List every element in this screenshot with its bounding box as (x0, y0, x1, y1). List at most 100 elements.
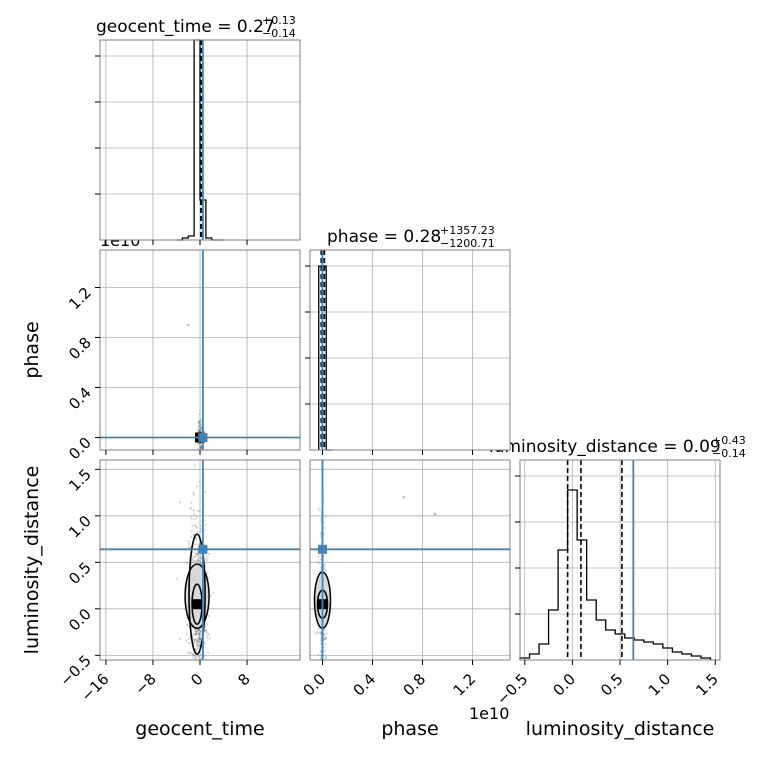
scatter-point (317, 653, 320, 656)
scatter-point (323, 564, 326, 567)
scatter-point (318, 509, 322, 512)
scatter-point (199, 442, 202, 445)
ytick-label-geocent-lumdist-4: 1.5 (65, 465, 95, 495)
scatter-point (196, 632, 199, 635)
scatter-point (187, 637, 190, 641)
panels-group: −0.5 0.0 0.5 1.0 1.50.00.40.81.2−16 −8 0 8−0.50… (56, 39, 722, 709)
density-contour-geocent-lumdist-1 (188, 533, 206, 655)
scatter-point (198, 654, 201, 657)
scatter-point (195, 485, 198, 488)
truth-marker-phase-lumdist (318, 544, 327, 554)
scatter-point (187, 542, 191, 545)
title-luminosity-distance: luminosity_distance = 0.09 (489, 437, 721, 457)
scatter-point (204, 565, 207, 568)
panel-frame-phase-lumdist (309, 459, 511, 661)
scatter-point (197, 629, 200, 632)
scatter-point (189, 651, 193, 655)
scatter-point (175, 577, 179, 580)
scatter-point (197, 635, 201, 638)
scatter-point (195, 515, 199, 518)
scatter-point (200, 524, 203, 527)
scatter-point (198, 509, 201, 512)
scatter-point (195, 655, 198, 658)
scatter-point (196, 629, 199, 632)
scatter-point (203, 655, 206, 658)
scatter-point (194, 518, 197, 521)
scatter-point (194, 543, 197, 546)
scatter-point (197, 655, 200, 658)
ytick-label-geocent-lumdist-3: 1.0 (65, 512, 95, 542)
scatter-point (197, 633, 200, 636)
scatter-point (197, 637, 201, 640)
scatter-point (194, 633, 197, 636)
scatter-point (198, 444, 201, 447)
scatter-point (189, 516, 192, 519)
scatter-point (323, 634, 326, 638)
scatter-point (207, 632, 210, 636)
scatter-point (194, 656, 197, 660)
scatter-point (319, 650, 323, 653)
truth-marker-geocent-lumdist (198, 544, 208, 554)
scatter-point (206, 634, 209, 637)
scatter-point (195, 631, 198, 634)
scatter-point (193, 464, 196, 467)
scatter-point (185, 624, 188, 627)
scatter-point (178, 637, 181, 640)
scatter-point (195, 630, 198, 633)
scatter-point (204, 628, 207, 631)
xtick-label-phase-lumdist-3: 1.2 (450, 670, 480, 700)
scatter-point (199, 556, 202, 560)
scatter-point (192, 638, 196, 641)
scatter-point (205, 631, 208, 634)
ytick-label-geocent-phase-2: 0.8 (65, 334, 95, 364)
xlabel-geocent-time: geocent_time (135, 718, 264, 740)
scatter-point (187, 539, 190, 543)
scatter-point (199, 445, 203, 448)
ytick-label-geocent-phase-1: 0.4 (65, 384, 95, 414)
scatter-point (319, 654, 323, 657)
scatter-point (194, 552, 198, 555)
title-phase-sup: +1357.23 (440, 224, 495, 237)
xlabel-luminosity-distance: luminosity_distance (526, 718, 715, 740)
scatter-point (324, 628, 327, 631)
xtick-label-luminosity-distance-hist-4: 1.5 (692, 670, 722, 700)
scatter-point (198, 643, 201, 647)
phase-x-offset: 1e10 (469, 704, 509, 723)
xtick-label-geocent-lumdist-2: 0 (187, 670, 206, 689)
scatter-point (193, 639, 197, 642)
scatter-point (193, 642, 196, 645)
scatter-point (200, 561, 203, 564)
xtick-label-phase-lumdist-0: 0.0 (300, 670, 330, 700)
scatter-point (319, 535, 322, 538)
scatter-point (196, 443, 199, 446)
scatter-point (195, 641, 198, 644)
scatter-point (192, 640, 196, 643)
scatter-point (314, 632, 317, 635)
scatter-point (198, 420, 201, 423)
scatter-point (325, 656, 328, 660)
scatter-point (199, 424, 202, 427)
scatter-point (197, 628, 200, 631)
scatter-point (324, 637, 327, 641)
scatter-point (324, 515, 327, 518)
scatter-point (185, 633, 188, 636)
scatter-point (323, 637, 326, 640)
scatter-point (190, 535, 193, 539)
scatter-point (198, 629, 201, 632)
scatter-point (316, 631, 319, 634)
scatter-point (196, 630, 199, 633)
histogram-step-luminosity-distance (519, 489, 712, 660)
scatter-point (187, 651, 190, 654)
scatter-point (324, 655, 327, 658)
scatter-point (188, 546, 191, 549)
scatter-point (195, 648, 198, 651)
scatter-point (319, 657, 322, 660)
scatter-point (319, 562, 322, 565)
scatter-point (198, 632, 201, 635)
scatter-point (197, 556, 200, 559)
scatter-outlier-geocent-phase-0 (186, 323, 190, 327)
xtick-label-phase-lumdist-2: 0.8 (400, 670, 430, 700)
xtick-label-geocent-lumdist-1: −8 (131, 670, 159, 698)
scatter-point (193, 559, 196, 562)
scatter-point (196, 554, 199, 557)
